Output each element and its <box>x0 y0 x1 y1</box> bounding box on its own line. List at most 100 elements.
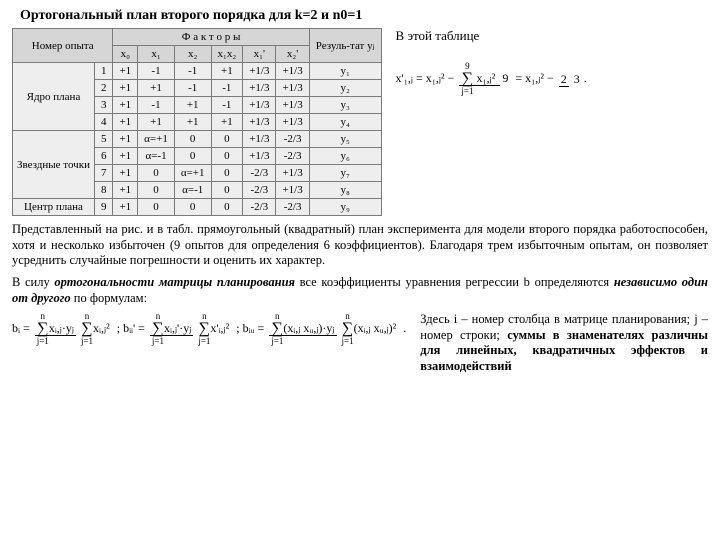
cell: -1 <box>174 80 211 97</box>
cell: +1/3 <box>243 131 276 148</box>
cell: +1/3 <box>243 148 276 165</box>
top-row: Номер опытаФ а к т о р ыРезуль-тат yⱼx₀x… <box>12 28 708 216</box>
cell: α=+1 <box>174 165 211 182</box>
page-title: Ортогональный план второго порядка для k… <box>20 8 708 24</box>
row-number: 5 <box>94 131 113 148</box>
factor-col: x₁' <box>243 46 276 63</box>
col-left: Номер опыта <box>13 29 113 63</box>
row-number: 7 <box>94 165 113 182</box>
cell: α=-1 <box>174 182 211 199</box>
row-number: 6 <box>94 148 113 165</box>
paragraph-2: В силу ортогональности матрицы планирова… <box>12 275 708 306</box>
result-cell: y₄ <box>309 114 381 131</box>
cell: -1 <box>138 97 175 114</box>
sf-frac2: 2 3 <box>559 72 582 87</box>
cell: +1 <box>113 182 138 199</box>
table-head: Номер опытаФ а к т о р ыРезуль-тат yⱼx₀x… <box>13 29 382 63</box>
row-number: 2 <box>94 80 113 97</box>
cell: +1 <box>138 114 175 131</box>
cell: -1 <box>138 63 175 80</box>
cell: +1 <box>174 114 211 131</box>
cell: +1 <box>138 80 175 97</box>
cell: 0 <box>174 199 211 216</box>
result-cell: y₁ <box>309 63 381 80</box>
cell: 0 <box>211 182 243 199</box>
row-number: 3 <box>94 97 113 114</box>
row-number: 1 <box>94 63 113 80</box>
sf-left: x'₁,ⱼ = x₁,ⱼ² − <box>396 71 455 85</box>
sf-frac1: 9∑j=1 x₁,ⱼ² 9 <box>459 62 510 96</box>
side-caption: В этой таблице <box>396 28 587 44</box>
cell: 0 <box>174 148 211 165</box>
col-mid: Ф а к т о р ы <box>113 29 309 46</box>
cell: +1 <box>113 199 138 216</box>
cell: -1 <box>211 97 243 114</box>
cell: +1/3 <box>243 114 276 131</box>
factor-col: x₁ <box>138 46 175 63</box>
cell: 0 <box>174 131 211 148</box>
cell: +1/3 <box>276 165 309 182</box>
cell: +1 <box>113 148 138 165</box>
cell: -2/3 <box>243 165 276 182</box>
bottom-explain: Здесь i – номер столбца в матрице планир… <box>420 312 708 375</box>
cell: -2/3 <box>276 199 309 216</box>
group-label: Центр плана <box>13 199 95 216</box>
coef-formulas: bᵢ = n∑j=1xᵢ,ⱼ·yⱼ n∑j=1xᵢ,ⱼ² ; bᵢᵢ' = n∑… <box>12 312 406 346</box>
cell: -1 <box>211 80 243 97</box>
cell: α=-1 <box>138 148 175 165</box>
result-cell: y₇ <box>309 165 381 182</box>
cell: 0 <box>138 182 175 199</box>
result-cell: y₃ <box>309 97 381 114</box>
factor-col: x₂' <box>276 46 309 63</box>
cell: +1 <box>113 114 138 131</box>
cell: +1/3 <box>243 63 276 80</box>
cell: -2/3 <box>276 148 309 165</box>
cell: +1 <box>211 63 243 80</box>
table-body: Ядро плана1+1-1-1+1+1/3+1/3y₁2+1+1-1-1+1… <box>13 63 382 216</box>
bottom-row: bᵢ = n∑j=1xᵢ,ⱼ·yⱼ n∑j=1xᵢ,ⱼ² ; bᵢᵢ' = n∑… <box>12 312 708 375</box>
cell: 0 <box>211 131 243 148</box>
cell: +1 <box>174 97 211 114</box>
factor-col: x₀ <box>113 46 138 63</box>
result-cell: y₈ <box>309 182 381 199</box>
plan-table: Номер опытаФ а к т о р ыРезуль-тат yⱼx₀x… <box>12 28 382 216</box>
cell: -2/3 <box>276 131 309 148</box>
factor-col: x₁x₂ <box>211 46 243 63</box>
cell: -2/3 <box>243 182 276 199</box>
result-cell: y₉ <box>309 199 381 216</box>
cell: +1/3 <box>276 63 309 80</box>
group-label: Ядро плана <box>13 63 95 131</box>
cell: +1 <box>113 63 138 80</box>
cell: +1 <box>113 97 138 114</box>
col-right: Резуль-тат yⱼ <box>309 29 381 63</box>
cell: +1 <box>113 80 138 97</box>
cell: 0 <box>138 199 175 216</box>
result-cell: y₆ <box>309 148 381 165</box>
group-label: Звездные точки <box>13 131 95 199</box>
cell: +1 <box>113 131 138 148</box>
cell: +1/3 <box>276 114 309 131</box>
cell: 0 <box>138 165 175 182</box>
result-cell: y₅ <box>309 131 381 148</box>
cell: α=+1 <box>138 131 175 148</box>
side-block: В этой таблице x'₁,ⱼ = x₁,ⱼ² − 9∑j=1 x₁,… <box>396 28 587 96</box>
cell: +1 <box>113 165 138 182</box>
cell: +1/3 <box>276 182 309 199</box>
cell: -2/3 <box>243 199 276 216</box>
row-number: 4 <box>94 114 113 131</box>
cell: +1/3 <box>243 97 276 114</box>
cell: +1 <box>211 114 243 131</box>
paragraph-1: Представленный на рис. и в табл. прямоуг… <box>12 222 708 269</box>
row-number: 8 <box>94 182 113 199</box>
cell: +1/3 <box>243 80 276 97</box>
factor-col: x₂ <box>174 46 211 63</box>
side-formula: x'₁,ⱼ = x₁,ⱼ² − 9∑j=1 x₁,ⱼ² 9 = x₁,ⱼ² − … <box>396 62 587 96</box>
cell: +1/3 <box>276 80 309 97</box>
sf-right: = x₁,ⱼ² − <box>515 71 556 85</box>
row-number: 9 <box>94 199 113 216</box>
cell: +1/3 <box>276 97 309 114</box>
cell: 0 <box>211 199 243 216</box>
cell: -1 <box>174 63 211 80</box>
cell: 0 <box>211 148 243 165</box>
cell: 0 <box>211 165 243 182</box>
